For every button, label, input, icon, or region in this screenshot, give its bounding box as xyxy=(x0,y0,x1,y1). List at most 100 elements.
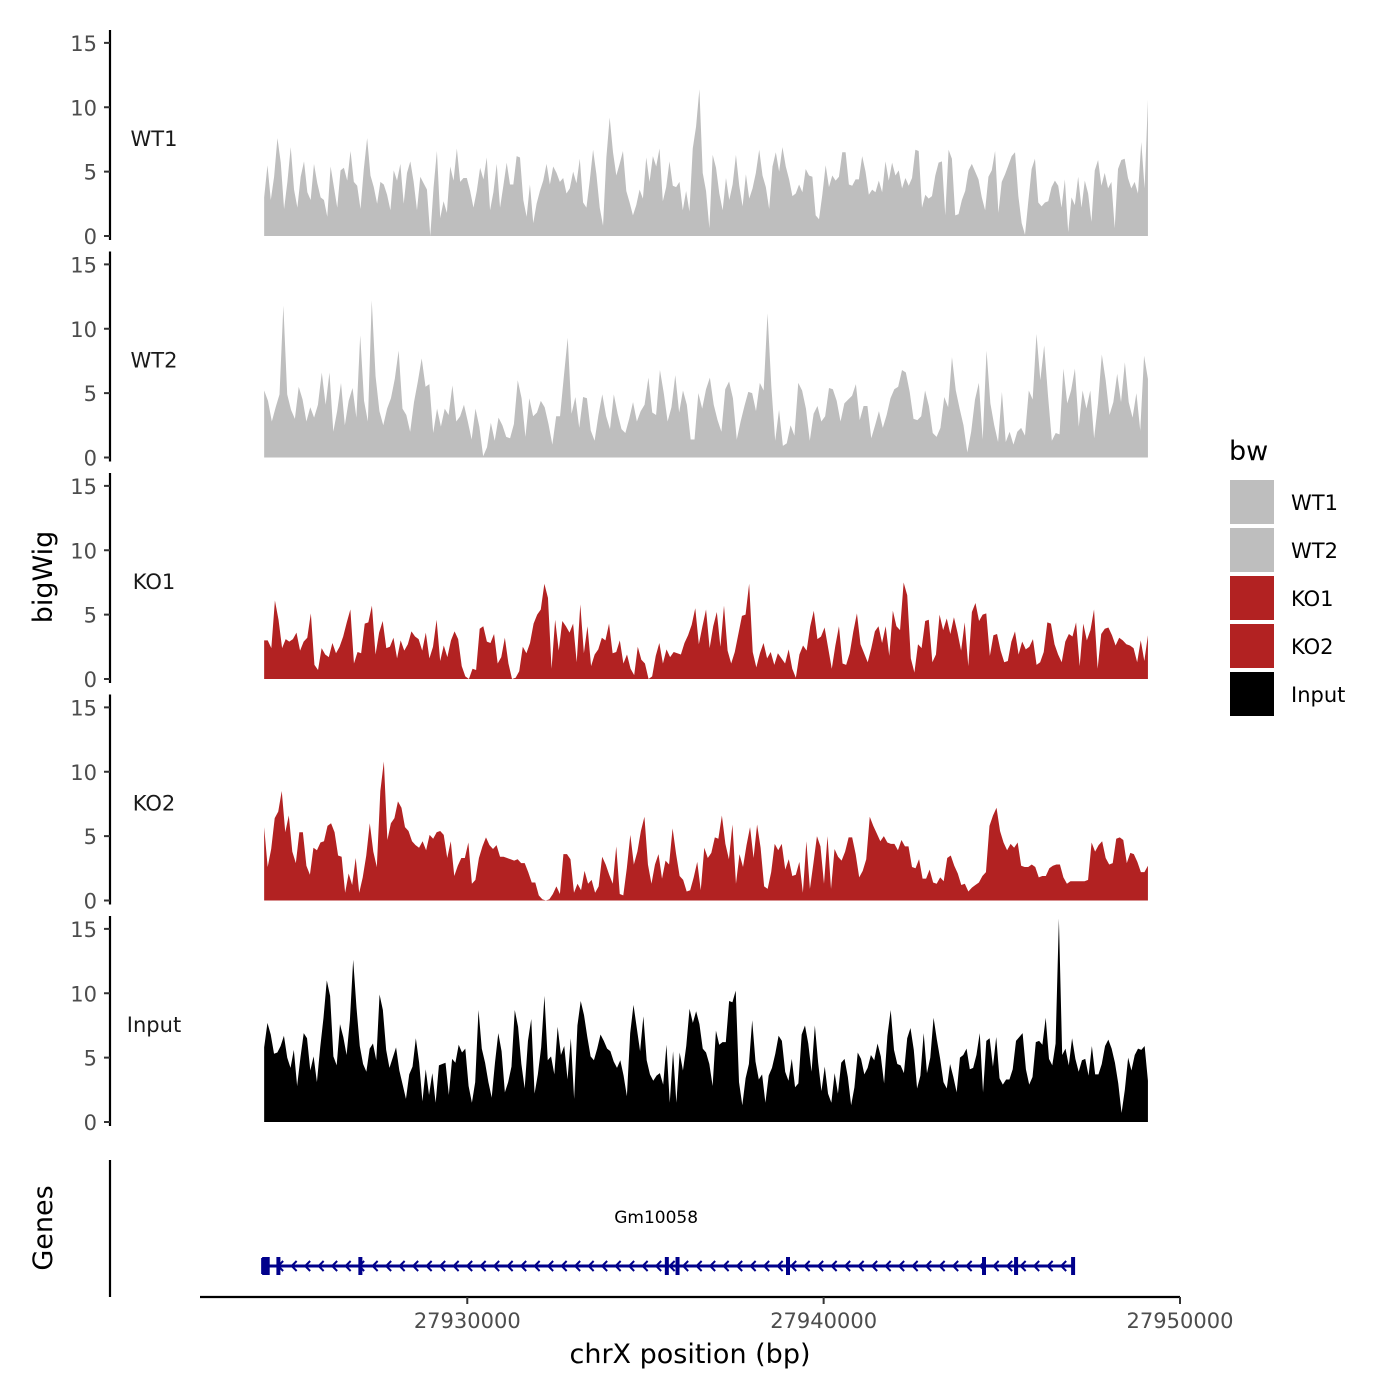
strand-arrow xyxy=(600,1260,608,1272)
y-tick-label: 0 xyxy=(84,1111,97,1135)
track-ko2: 0 5 10 15 KO2 xyxy=(70,694,1148,914)
exon-mark xyxy=(982,1257,986,1275)
y-tick-label: 5 xyxy=(84,825,97,849)
genes-layer: Gm10058 xyxy=(108,1160,1076,1297)
strand-arrow xyxy=(668,1260,676,1272)
track-label: WT2 xyxy=(131,349,178,373)
legend-label-ko1: KO1 xyxy=(1291,587,1334,611)
y-tick-label: 10 xyxy=(70,761,97,785)
strand-arrow xyxy=(398,1260,406,1272)
strand-arrow xyxy=(546,1260,554,1272)
strand-arrow xyxy=(1059,1260,1067,1272)
strand-arrow xyxy=(303,1260,311,1272)
legend-swatch-ko2 xyxy=(1230,624,1274,668)
strand-arrow xyxy=(330,1260,338,1272)
strand-arrow xyxy=(573,1260,581,1272)
y-tick-label: 5 xyxy=(84,161,97,185)
strand-arrow xyxy=(911,1260,919,1272)
strand-arrow xyxy=(627,1260,635,1272)
exon-mark xyxy=(261,1258,269,1274)
y-tick-label: 10 xyxy=(70,96,97,120)
strand-arrow xyxy=(803,1260,811,1272)
y-tick-label: 15 xyxy=(70,253,97,277)
exon-mark xyxy=(1071,1257,1076,1275)
strand-arrow xyxy=(411,1260,419,1272)
strand-arrow xyxy=(587,1260,595,1272)
strand-arrow xyxy=(1005,1260,1013,1272)
strand-arrow xyxy=(843,1260,851,1272)
genes-axis-title: Genes xyxy=(28,1185,59,1270)
y-tick-label: 0 xyxy=(84,668,97,692)
strand-arrow xyxy=(938,1260,946,1272)
strand-arrow xyxy=(965,1260,973,1272)
strand-arrow xyxy=(1019,1260,1027,1272)
legend-label-wt2: WT2 xyxy=(1291,539,1338,563)
y-tick-label: 15 xyxy=(70,696,97,720)
strand-arrow xyxy=(479,1260,487,1272)
strand-arrow xyxy=(951,1260,959,1272)
strand-arrow xyxy=(614,1260,622,1272)
legend-label-ko2: KO2 xyxy=(1291,635,1334,659)
strand-arrow xyxy=(438,1260,446,1272)
legend-swatch-ko1 xyxy=(1230,576,1274,620)
strand-arrow xyxy=(695,1260,703,1272)
legend-swatch-input xyxy=(1230,672,1274,716)
strand-arrow xyxy=(924,1260,932,1272)
exon-mark xyxy=(276,1257,281,1275)
y-tick-label: 0 xyxy=(84,225,97,249)
y-tick-label: 10 xyxy=(70,318,97,342)
strand-arrow xyxy=(519,1260,527,1272)
y-tick-label: 5 xyxy=(84,382,97,406)
track-label: KO2 xyxy=(133,792,176,816)
strand-arrow xyxy=(654,1260,662,1272)
strand-arrow xyxy=(776,1260,784,1272)
area-ko1 xyxy=(264,582,1148,679)
y-tick-label: 10 xyxy=(70,539,97,563)
area-wt2 xyxy=(264,300,1148,458)
track-label: Input xyxy=(127,1013,181,1037)
strand-arrow xyxy=(317,1260,325,1272)
area-ko2 xyxy=(264,761,1148,901)
strand-arrow xyxy=(735,1260,743,1272)
track-wt2: 0 5 10 15 WT2 xyxy=(70,251,1148,471)
y-tick-label: 10 xyxy=(70,982,97,1006)
y-tick-label: 15 xyxy=(70,918,97,942)
x-axis-title: chrX position (bp) xyxy=(569,1339,810,1370)
strand-arrow xyxy=(789,1260,797,1272)
y-axis-title: bigWig xyxy=(28,531,59,624)
strand-arrow xyxy=(641,1260,649,1272)
strand-arrow xyxy=(708,1260,716,1272)
tracks-layer: 0 5 10 15 WT1 0 5 10 15 WT2 0 5 10 15 KO1 0 5 10 15 KO2 0 5 10… xyxy=(70,30,1148,1135)
legend-label-input: Input xyxy=(1291,683,1345,707)
legend-swatch-wt2 xyxy=(1230,528,1274,572)
exon-mark xyxy=(664,1257,669,1275)
gene-label: Gm10058 xyxy=(614,1208,698,1228)
track-label: WT1 xyxy=(131,127,178,151)
exon-mark xyxy=(358,1257,363,1275)
strand-arrow xyxy=(749,1260,757,1272)
strand-arrow xyxy=(506,1260,514,1272)
y-tick-label: 15 xyxy=(70,475,97,499)
y-tick-label: 15 xyxy=(70,32,97,56)
strand-arrow xyxy=(371,1260,379,1272)
x-tick-label: 27940000 xyxy=(770,1309,877,1333)
strand-arrow xyxy=(290,1260,298,1272)
track-input: 0 5 10 15 Input xyxy=(70,916,1148,1135)
strand-arrow xyxy=(884,1260,892,1272)
legend-title: bw xyxy=(1229,436,1268,467)
exon-mark xyxy=(1014,1257,1019,1275)
strand-arrow xyxy=(897,1260,905,1272)
legend: bw WT1 WT2 KO1 KO2 Input xyxy=(1229,436,1345,716)
y-tick-label: 0 xyxy=(84,447,97,471)
strand-arrow xyxy=(560,1260,568,1272)
x-axis: 27930000 27940000 27950000 xyxy=(200,1295,1234,1333)
strand-arrow xyxy=(762,1260,770,1272)
strand-arrow xyxy=(722,1260,730,1272)
strand-arrow xyxy=(384,1260,392,1272)
strand-arrow xyxy=(425,1260,433,1272)
area-input xyxy=(264,918,1148,1122)
strand-arrow xyxy=(1032,1260,1040,1272)
legend-label-wt1: WT1 xyxy=(1291,491,1338,515)
strand-arrow xyxy=(992,1260,1000,1272)
x-tick-label: 27950000 xyxy=(1127,1309,1234,1333)
